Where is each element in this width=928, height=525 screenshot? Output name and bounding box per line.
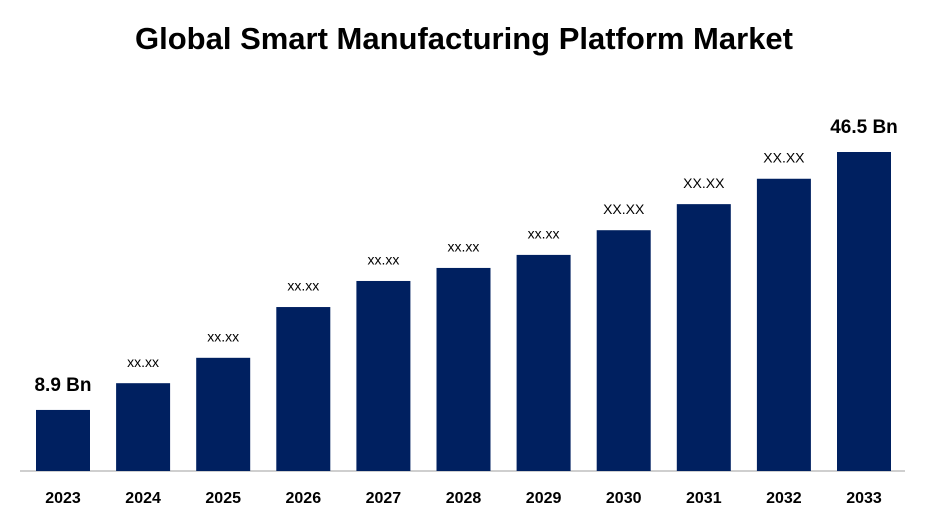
x-tick-label: 2030 (606, 490, 642, 507)
bar (36, 409, 90, 471)
value-label: 46.5 Bn (830, 117, 898, 138)
value-label: XX.XX (603, 201, 645, 217)
bar (676, 204, 731, 471)
x-tick-label: 2029 (526, 490, 562, 507)
x-tick-label: 2026 (286, 490, 322, 507)
value-label: xx.xx (367, 252, 399, 268)
bar (356, 280, 411, 471)
x-tick-label: 2023 (45, 490, 81, 507)
bar (596, 230, 651, 471)
value-label: xx.xx (207, 329, 239, 345)
value-label: xx.xx (127, 354, 159, 370)
x-tick-label: 2025 (205, 490, 241, 507)
value-label: XX.XX (763, 149, 805, 165)
x-tick-label: 2033 (846, 490, 882, 507)
value-label: xx.xx (448, 239, 480, 255)
bar (837, 152, 891, 471)
value-label: xx.xx (287, 278, 319, 294)
bar (276, 307, 331, 471)
bar (116, 383, 171, 471)
value-label: xx.xx (528, 226, 560, 242)
value-label: 8.9 Bn (34, 375, 91, 396)
x-tick-label: 2031 (686, 490, 722, 507)
x-tick-label: 2032 (766, 490, 802, 507)
chart-title: Global Smart Manufacturing Platform Mark… (135, 21, 793, 56)
bar (756, 178, 811, 472)
x-tick-label: 2024 (125, 490, 161, 507)
value-label: XX.XX (683, 175, 725, 191)
bar (516, 254, 571, 471)
x-tick-label: 2028 (446, 490, 482, 507)
x-tick-label: 2027 (366, 490, 402, 507)
bar (196, 357, 251, 471)
bar (436, 267, 491, 471)
